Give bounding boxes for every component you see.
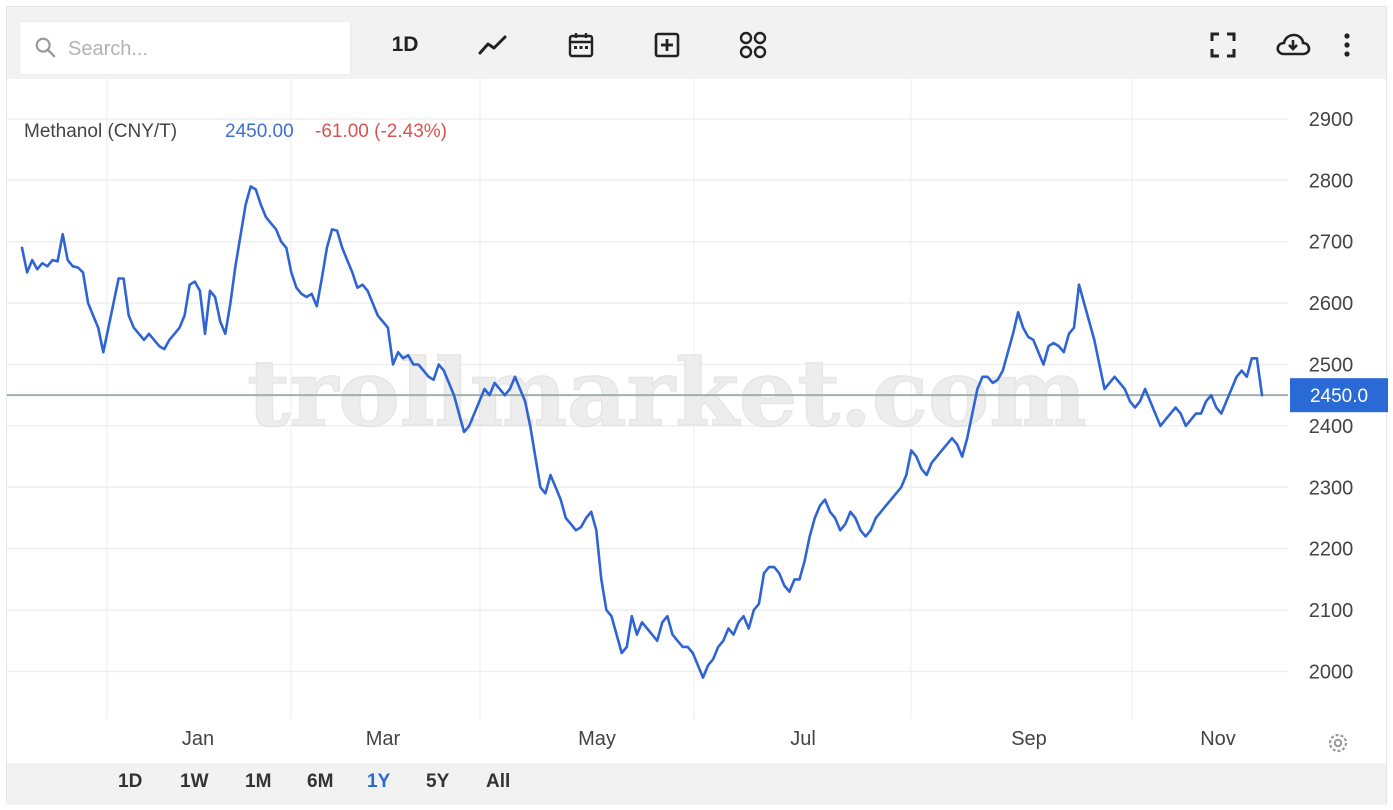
y-tick-label: 2400 [1309,416,1354,438]
x-tick-label: Mar [366,728,401,750]
horizontal-grid [7,118,1288,673]
range-button-all[interactable]: All [486,771,511,792]
compare-button[interactable] [643,25,691,65]
header-symbol: Methanol (CNY/T) [24,121,177,142]
y-axis: 2000 2100 2200 2300 2400 2500 2600 2700 2800 2900 [1309,109,1354,684]
y-tick-label: 2000 [1309,661,1354,683]
search-input[interactable] [66,34,340,64]
toolbar: 1D [7,7,1386,79]
search-icon [35,37,56,58]
range-button-1y[interactable]: 1Y [367,771,391,792]
price-badge-label: 2450.0 [1310,386,1368,407]
x-tick-label: Nov [1200,728,1236,750]
search-box[interactable] [19,21,351,75]
range-button-1m[interactable]: 1M [245,771,272,792]
y-tick-label: 2900 [1309,109,1354,131]
y-tick-label: 2100 [1309,600,1354,622]
y-tick-label: 2500 [1309,354,1354,376]
cloud-download-icon [1276,33,1311,56]
date-range-button[interactable] [557,25,605,65]
interval-button[interactable]: 1D [381,25,429,65]
y-tick-label: 2800 [1309,170,1354,192]
watermark: trollmarket.com [247,339,1086,447]
range-button-5y[interactable]: 5Y [426,771,450,792]
price-line [20,185,1264,679]
gear-icon-center [1333,738,1343,748]
chart-widget: 1D [6,6,1388,805]
line-chart-icon [478,35,507,55]
chart-type-button[interactable] [469,25,517,65]
x-tick-label: Jul [790,728,816,750]
y-tick-label: 2300 [1309,477,1354,499]
add-box-icon [654,32,680,58]
y-tick-label: 2200 [1309,539,1354,561]
interval-label: 1D [391,33,419,56]
settings-button[interactable] [1328,733,1348,753]
grid-icon [739,31,767,59]
price-badge-background [1290,378,1388,413]
gear-icon [1328,733,1348,753]
x-axis: Jan Mar May Jul Sep Nov [182,728,1236,750]
x-tick-label: Sep [1011,728,1047,750]
price-badge: 2450.0 [1290,378,1388,413]
fullscreen-icon [1210,32,1236,58]
range-button-1w[interactable]: 1W [180,771,209,792]
range-selector: 1D 1W 1M 6M 1Y 5Y All [7,763,1386,805]
layout-button[interactable] [729,25,777,65]
calendar-icon [568,33,594,58]
y-tick-label: 2600 [1309,293,1354,315]
range-button-6m[interactable]: 6M [307,771,334,792]
y-tick-label: 2700 [1309,232,1354,254]
chart-area: trollmarket.com 2000 2100 2200 2300 2400 2500… [7,79,1388,753]
range-button-1d[interactable]: 1D [118,771,143,792]
more-vert-icon [1344,33,1350,57]
download-button[interactable] [1269,25,1317,65]
x-tick-label: May [578,728,616,750]
header-price: 2450.00 [225,121,294,142]
fullscreen-button[interactable] [1203,25,1243,65]
header-change: -61.00 (-2.43%) [315,121,447,142]
x-tick-label: Jan [182,728,214,750]
more-options-button[interactable] [1333,25,1361,65]
